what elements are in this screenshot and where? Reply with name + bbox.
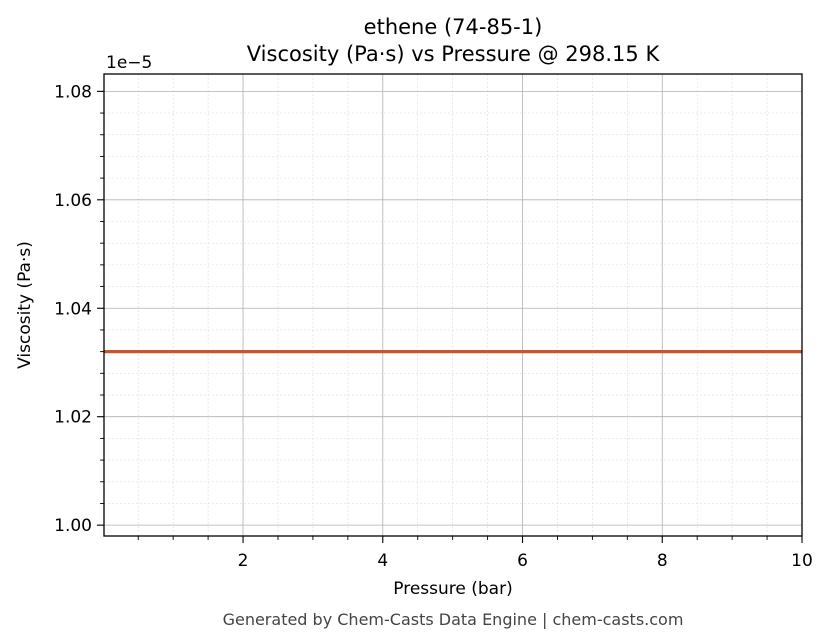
x-tick-label: 8	[657, 551, 668, 571]
tick-labels: 2 4 6 8 10 1.00 1.02 1.04 1.06 1.08	[54, 82, 813, 571]
y-tick-label: 1.02	[54, 408, 92, 428]
x-tick-label: 6	[517, 551, 528, 571]
footer-credit: Generated by Chem-Casts Data Engine | ch…	[223, 610, 684, 629]
y-offset-label: 1e−5	[106, 53, 152, 73]
chart-title-line1: ethene (74-85-1)	[364, 15, 543, 39]
chart-title-line2: Viscosity (Pa·s) vs Pressure @ 298.15 K	[247, 42, 661, 66]
y-tick-label: 1.04	[54, 299, 92, 319]
axis-ticks	[97, 90, 803, 543]
minor-grid	[104, 74, 802, 536]
y-tick-label: 1.00	[54, 516, 92, 536]
x-tick-label: 2	[238, 551, 249, 571]
x-axis-label: Pressure (bar)	[393, 579, 512, 599]
x-tick-label: 4	[377, 551, 388, 571]
x-tick-label: 10	[791, 551, 813, 571]
y-tick-label: 1.06	[54, 191, 92, 211]
y-tick-label: 1.08	[54, 82, 92, 102]
y-axis-label: Viscosity (Pa·s)	[15, 241, 35, 369]
